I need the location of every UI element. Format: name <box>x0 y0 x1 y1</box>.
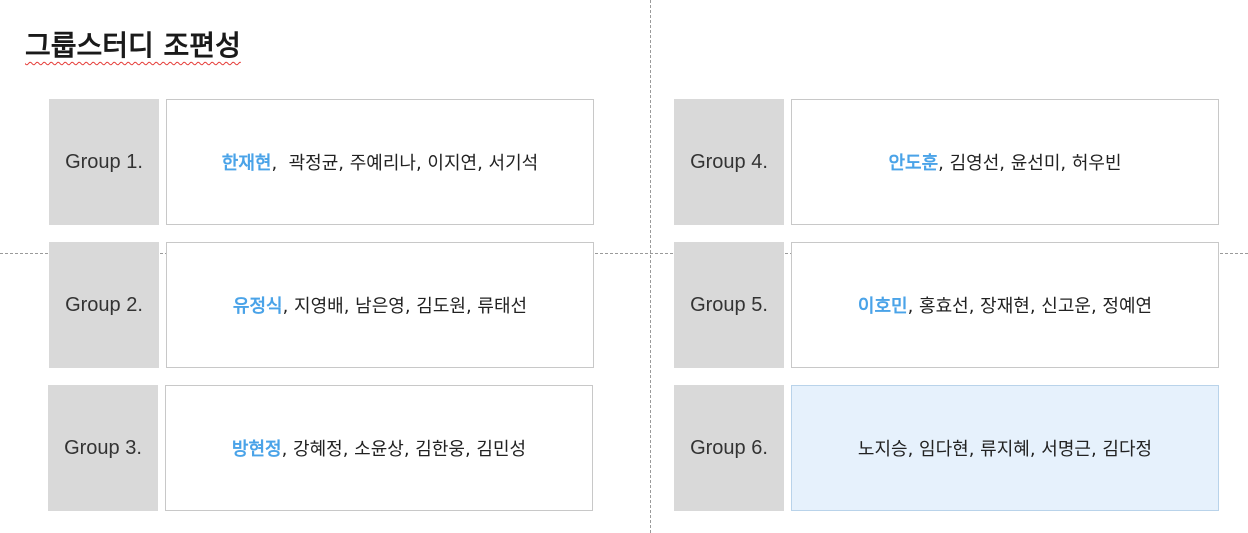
vertical-guide-line <box>650 0 651 533</box>
group-member-list-1: , 곽정균, 주예리나, 이지연, 서기석 <box>271 153 539 174</box>
horizontal-guide-line <box>0 253 1248 254</box>
group-member-list-6: 노지승, 임다현, 류지혜, 서명근, 김다정 <box>857 439 1153 460</box>
group-label-2: Group 2. <box>49 242 159 368</box>
group-members-4: 안도훈, 김영선, 윤선미, 허우빈 <box>791 99 1219 225</box>
page-title: 그룹스터디 조편성 <box>25 29 241 62</box>
group-label-4: Group 4. <box>674 99 784 225</box>
group-members-6: 노지승, 임다현, 류지혜, 서명근, 김다정 <box>791 385 1219 511</box>
group-members-2: 유정식, 지영배, 남은영, 김도원, 류태선 <box>166 242 594 368</box>
group-members-3: 방현정, 강혜정, 소윤상, 김한웅, 김민성 <box>165 385 593 511</box>
group-leader-1: 한재현 <box>221 153 272 174</box>
group-member-list-3: , 강혜정, 소윤상, 김한웅, 김민성 <box>281 439 527 460</box>
group-members-5: 이호민, 홍효선, 장재현, 신고운, 정예연 <box>791 242 1219 368</box>
group-member-list-2: , 지영배, 남은영, 김도원, 류태선 <box>282 296 528 317</box>
group-label-5: Group 5. <box>674 242 784 368</box>
group-label-3: Group 3. <box>48 385 158 511</box>
group-member-list-4: , 김영선, 윤선미, 허우빈 <box>938 153 1122 174</box>
group-leader-3: 방현정 <box>231 439 282 460</box>
group-label-6: Group 6. <box>674 385 784 511</box>
group-members-1: 한재현, 곽정균, 주예리나, 이지연, 서기석 <box>166 99 594 225</box>
group-leader-2: 유정식 <box>232 296 283 317</box>
group-label-1: Group 1. <box>49 99 159 225</box>
group-leader-4: 안도훈 <box>888 153 939 174</box>
group-leader-5: 이호민 <box>857 296 908 317</box>
group-member-list-5: , 홍효선, 장재현, 신고운, 정예연 <box>907 296 1153 317</box>
